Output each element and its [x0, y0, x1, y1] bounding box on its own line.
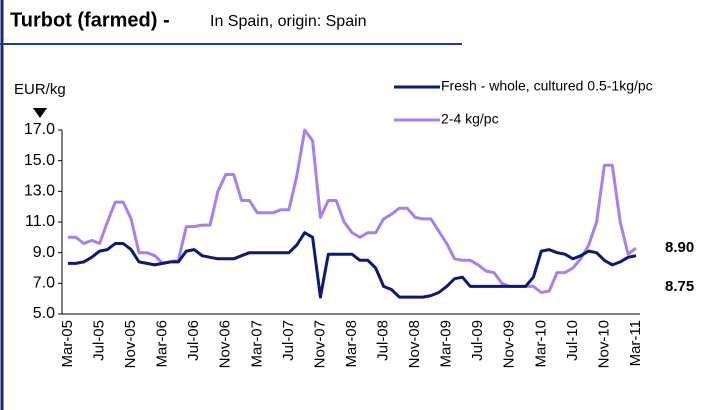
y-tick-label: 13.0 [24, 183, 55, 200]
legend-label: Fresh - whole, cultured 0.5-1kg/pc [441, 78, 653, 94]
x-tick-label: Nov-09 [501, 320, 518, 368]
x-tick-label: Mar-06 [154, 320, 171, 368]
chart-subtitle: In Spain, origin: Spain [210, 13, 367, 30]
y-tick-label: 15.0 [24, 152, 55, 169]
y-tick-label: 5.0 [33, 305, 55, 322]
x-tick-label: Jul-05 [91, 320, 108, 361]
x-tick-label: Mar-08 [343, 320, 360, 368]
x-tick-label: Mar-09 [438, 320, 455, 368]
x-tick-label: Mar-05 [59, 320, 76, 368]
series-line [68, 231, 637, 299]
x-tick-label: Jul-07 [280, 320, 297, 361]
legend-label: 2-4 kg/pc [441, 111, 499, 127]
end-label: 8.90 [665, 239, 694, 256]
y-axis-marker [33, 108, 47, 118]
y-tick-label: 7.0 [33, 275, 55, 292]
x-tick-label: Jul-10 [564, 320, 581, 361]
x-tick-label: Jul-08 [375, 320, 392, 361]
x-tick-label: Mar-10 [532, 320, 549, 368]
chart-title: Turbot (farmed) - [10, 9, 170, 31]
y-tick-label: 17.0 [24, 121, 55, 138]
y-tick-label: 11.0 [25, 213, 55, 230]
y-axis-label: EUR/kg [14, 81, 66, 98]
y-tick-label: 9.0 [33, 244, 55, 261]
x-tick-label: Nov-10 [595, 320, 612, 368]
x-tick-label: Mar-07 [248, 320, 265, 368]
x-tick-label: Jul-06 [185, 320, 202, 361]
x-tick-label: Nov-07 [311, 320, 328, 368]
x-tick-label: Nov-08 [406, 320, 423, 368]
x-tick-label: Mar-11 [627, 320, 644, 366]
x-tick-label: Nov-06 [217, 320, 234, 368]
x-tick-label: Nov-05 [122, 320, 139, 368]
end-label: 8.75 [665, 278, 694, 295]
series-line [68, 128, 637, 294]
x-tick-label: Jul-09 [469, 320, 486, 361]
